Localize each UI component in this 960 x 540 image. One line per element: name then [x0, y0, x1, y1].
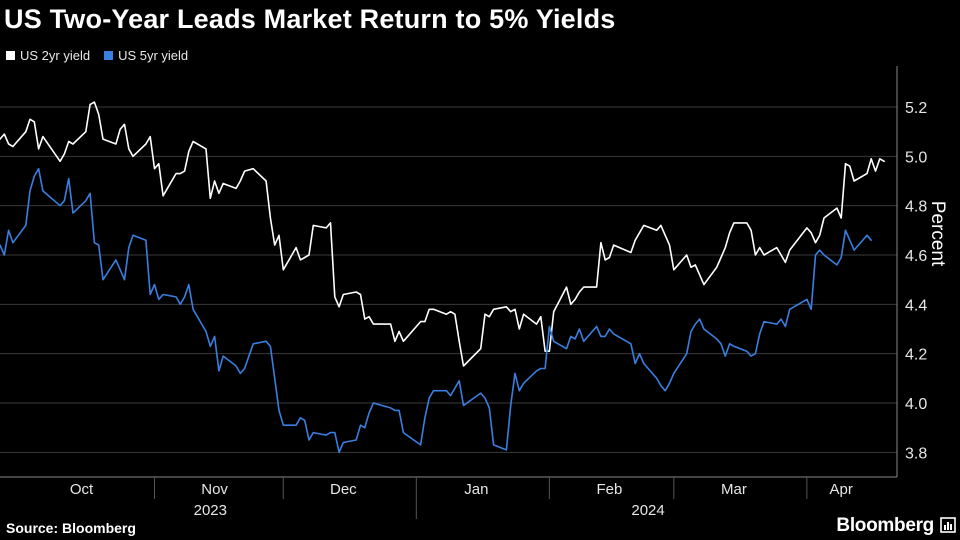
y-tick-label: 4.8: [905, 199, 927, 216]
x-tick-label: Nov: [201, 481, 228, 498]
legend-swatch-2yr: [6, 51, 15, 60]
legend-label-5yr: US 5yr yield: [118, 48, 189, 63]
source-note: Source: Bloomberg: [6, 520, 136, 536]
y-tick-label: 5.0: [905, 149, 927, 166]
x-tick-label: Dec: [330, 481, 357, 498]
y-tick-label: 4.6: [905, 248, 927, 265]
y-tick-label: 5.2: [905, 100, 927, 117]
y-tick-label: 4.0: [905, 396, 927, 413]
legend-swatch-5yr: [104, 51, 114, 60]
legend: US 2yr yield US 5yr yield: [6, 48, 188, 63]
legend-item-5yr: US 5yr yield: [104, 48, 188, 63]
legend-item-2yr: US 2yr yield: [6, 48, 90, 63]
x-year-label: 2023: [194, 502, 227, 519]
y-tick-label: 4.4: [905, 297, 927, 314]
x-tick-label: Mar: [721, 481, 747, 498]
x-tick-label: Jan: [464, 481, 488, 498]
series-line-2yr: [0, 101, 885, 367]
y-tick-label: 3.8: [905, 445, 927, 462]
x-tick-label: Oct: [70, 481, 94, 498]
bloomberg-mark-icon: [940, 517, 956, 533]
chart-title: US Two-Year Leads Market Return to 5% Yi…: [4, 4, 616, 34]
y-tick-label: 4.2: [905, 347, 927, 364]
y-axis-title: Percent: [927, 201, 948, 267]
x-year-label: 2024: [631, 502, 664, 519]
bloomberg-logo: Bloomberg: [836, 515, 934, 536]
series-line-5yr: [0, 167, 872, 454]
legend-label-2yr: US 2yr yield: [20, 48, 91, 63]
x-tick-label: Apr: [830, 481, 853, 498]
x-tick-label: Feb: [597, 481, 623, 498]
